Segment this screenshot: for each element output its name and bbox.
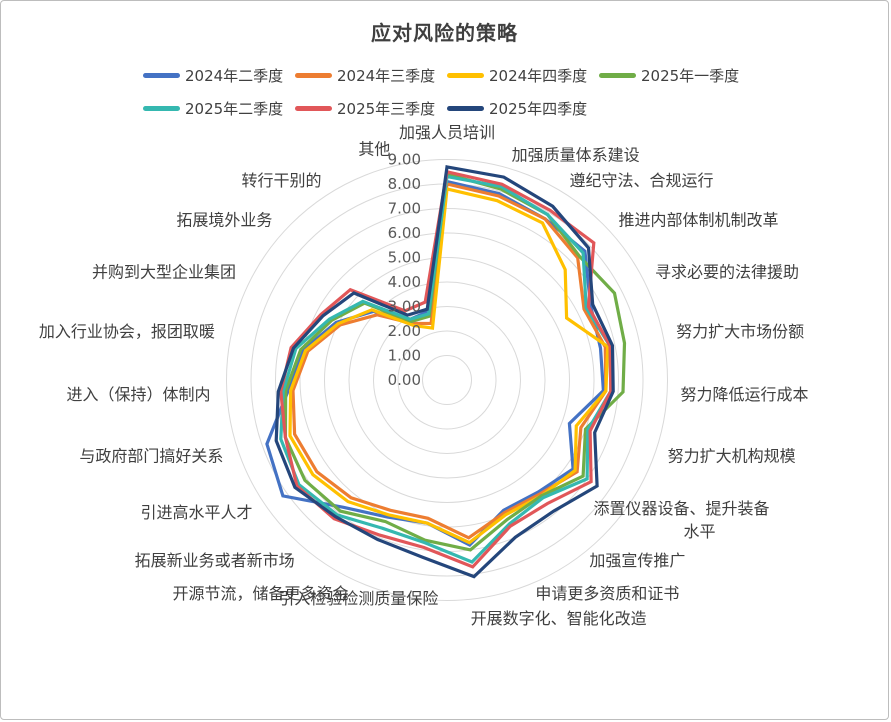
category-label: 其他 [358, 140, 390, 159]
legend-line-marker [143, 73, 180, 78]
legend-item-5: 2025年三季度 [295, 92, 447, 125]
category-label: 努力扩大市场份额 [676, 322, 804, 341]
category-label: 引进高水平人才 [140, 503, 252, 522]
grid-ring [226, 159, 668, 601]
category-label: 转行干别的 [241, 171, 321, 190]
legend-line-marker [599, 73, 636, 78]
legend-line-marker [143, 106, 180, 111]
category-label: 努力降低运行成本 [680, 385, 808, 404]
grid-ring [373, 306, 521, 454]
series-line-5 [279, 169, 613, 569]
radial-tick-label: 4.00 [388, 273, 421, 291]
legend-line-marker [447, 73, 484, 78]
grid-ring [397, 330, 497, 430]
category-label: 与政府部门搞好关系 [79, 447, 223, 466]
series-line-4 [279, 174, 613, 564]
legend-item-6: 2025年四季度 [447, 92, 599, 125]
legend-item-1: 2024年三季度 [295, 59, 447, 92]
radial-tick-label: 7.00 [388, 200, 421, 218]
legend-label: 2025年二季度 [185, 100, 284, 118]
category-label: 努力扩大机构规模 [668, 447, 796, 466]
legend-item-4: 2025年二季度 [143, 92, 295, 125]
legend-label: 2024年四季度 [489, 67, 588, 85]
category-label: 引入检验检测质量保险 [278, 589, 438, 608]
legend-line-marker [295, 106, 332, 111]
grid-ring [324, 257, 570, 503]
category-label: 添置仪器设备、提升装备水平 [594, 499, 770, 541]
series-line-2 [288, 186, 610, 545]
category-label: 加入行业协会，报团取暖 [39, 322, 215, 341]
series-line-1 [291, 182, 608, 540]
legend-label: 2025年四季度 [489, 100, 588, 118]
legend-label: 2025年一季度 [641, 67, 740, 85]
category-label: 申请更多资质和证书 [535, 584, 679, 603]
chart-title: 应对风险的策略 [371, 21, 518, 45]
radial-tick-label: 3.00 [388, 298, 421, 316]
category-label: 加强宣传推广 [589, 551, 685, 570]
legend-item-0: 2024年二季度 [143, 59, 295, 92]
category-label: 加强质量体系建设 [512, 146, 640, 165]
category-label: 加强人员培训 [399, 123, 495, 142]
series-line-3 [283, 172, 627, 552]
category-label: 开展数字化、智能化改造 [471, 609, 647, 628]
category-label: 遵纪守法、合规运行 [570, 171, 714, 190]
grid-ring [348, 281, 546, 479]
radial-tick-label: 8.00 [388, 175, 421, 193]
grid-ring [422, 355, 472, 405]
legend-line-marker [295, 73, 332, 78]
category-label: 并购到大型企业集团 [92, 262, 236, 281]
legend: 2024年二季度 2024年三季度 2024年四季度 2025年一季度 2025年二季度… [143, 59, 788, 125]
radial-tick-label: 1.00 [388, 347, 421, 365]
legend-label: 2024年二季度 [185, 67, 284, 85]
radial-tick-label: 6.00 [388, 224, 421, 242]
radial-tick-label: 2.00 [388, 322, 421, 340]
category-label: 推进内部体制机制改革 [619, 211, 779, 230]
radial-tick-label: 9.00 [388, 151, 421, 169]
category-label: 开源节流，储备更多资金 [173, 584, 349, 603]
legend-item-3: 2025年一季度 [599, 59, 751, 92]
radial-tick-label: 5.00 [388, 249, 421, 267]
legend-item-2: 2024年四季度 [447, 59, 599, 92]
legend-label: 2025年三季度 [337, 100, 436, 118]
category-label: 拓展境外业务 [176, 211, 272, 230]
category-label: 拓展新业务或者新市场 [135, 551, 295, 570]
legend-line-marker [447, 106, 484, 111]
series-line-6 [274, 165, 615, 579]
category-label: 进入（保持）体制内 [67, 385, 211, 404]
radial-tick-label: 0.00 [388, 371, 421, 389]
legend-label: 2024年三季度 [337, 67, 436, 85]
category-label: 寻求必要的法律援助 [655, 262, 799, 281]
